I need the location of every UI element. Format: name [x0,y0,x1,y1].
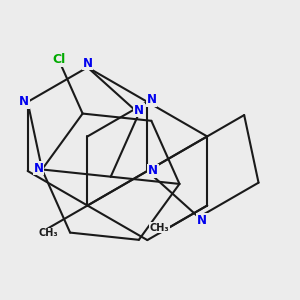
Text: N: N [197,214,207,227]
Text: N: N [134,103,144,117]
Text: N: N [82,57,92,70]
Text: N: N [19,95,29,108]
Text: Cl: Cl [52,53,65,66]
Text: N: N [146,93,157,106]
Text: CH₃: CH₃ [38,228,58,238]
Text: CH₃: CH₃ [149,223,169,233]
Text: N: N [148,164,158,178]
Text: N: N [34,162,44,175]
